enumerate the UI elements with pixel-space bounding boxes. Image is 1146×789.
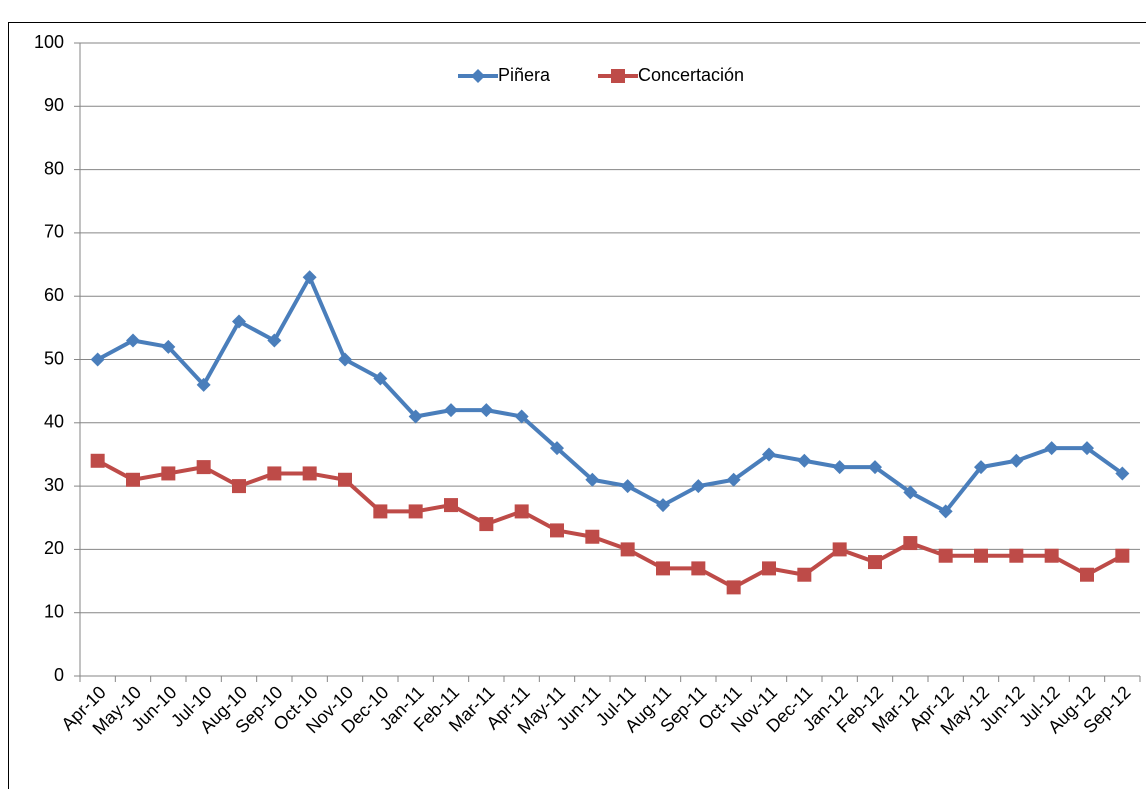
y-tick-label: 100	[34, 32, 64, 52]
point	[585, 529, 600, 544]
y-tick-label: 70	[44, 222, 64, 242]
point	[514, 409, 529, 424]
point	[762, 561, 776, 576]
point	[1044, 441, 1059, 456]
series-line	[96, 275, 1124, 514]
point	[373, 504, 388, 519]
point	[514, 504, 529, 519]
point	[726, 472, 741, 487]
y-tick-label: 10	[44, 601, 64, 621]
point	[585, 472, 600, 487]
y-tick-label: 50	[44, 348, 64, 368]
point	[90, 453, 105, 468]
point	[691, 561, 706, 576]
point	[338, 472, 352, 487]
point	[1009, 453, 1024, 468]
y-tick-label: 20	[44, 538, 64, 558]
point	[267, 466, 282, 481]
legend-label: Piñera	[498, 65, 551, 85]
point	[1080, 567, 1094, 582]
point	[444, 403, 458, 418]
point	[620, 479, 635, 494]
point	[408, 504, 423, 519]
point	[832, 542, 847, 557]
point	[408, 409, 423, 424]
point	[762, 447, 776, 462]
y-tick-label: 30	[44, 475, 64, 495]
point	[903, 485, 918, 500]
point	[974, 460, 988, 475]
y-tick-label: 40	[44, 412, 64, 432]
point	[938, 504, 953, 519]
legend-marker	[471, 69, 485, 83]
point	[620, 542, 635, 557]
point	[302, 466, 317, 481]
point	[1115, 466, 1130, 481]
point	[338, 352, 352, 367]
point	[444, 498, 458, 513]
point	[691, 479, 706, 494]
point	[1115, 548, 1130, 563]
point	[373, 371, 388, 386]
chart-frame	[8, 22, 1146, 789]
point	[797, 453, 812, 468]
legend-label: Concertación	[638, 65, 744, 85]
point	[232, 479, 246, 494]
point	[90, 352, 105, 367]
point	[868, 460, 882, 475]
point	[974, 548, 988, 563]
point	[232, 314, 246, 329]
point	[726, 580, 741, 595]
point	[550, 441, 564, 456]
y-tick-label: 0	[54, 665, 64, 685]
point	[656, 498, 670, 513]
point	[550, 523, 564, 538]
y-tick-label: 80	[44, 158, 64, 178]
point	[832, 460, 847, 475]
point	[161, 466, 176, 481]
legend-marker	[611, 69, 625, 83]
point	[126, 333, 140, 348]
point	[126, 472, 140, 487]
point	[161, 339, 176, 354]
point	[1009, 548, 1024, 563]
point	[1080, 441, 1094, 456]
point	[938, 548, 953, 563]
point	[656, 561, 670, 576]
point	[302, 270, 317, 285]
point	[267, 333, 282, 348]
point	[196, 460, 211, 475]
point	[868, 555, 882, 570]
point	[1044, 548, 1059, 563]
point	[797, 567, 812, 582]
y-tick-label: 60	[44, 285, 64, 305]
y-tick-label: 90	[44, 95, 64, 115]
point	[196, 377, 211, 392]
point	[479, 403, 494, 418]
point	[479, 517, 494, 532]
point	[903, 536, 918, 551]
